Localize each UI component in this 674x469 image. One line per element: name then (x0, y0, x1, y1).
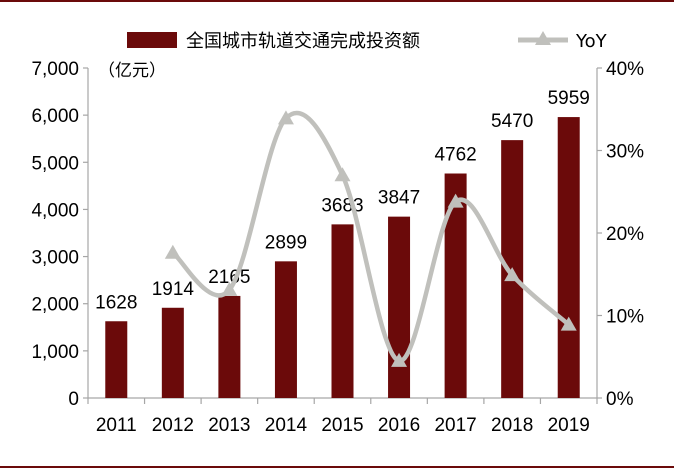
bar-data-label: 1914 (152, 279, 195, 300)
left-tick-label: 2,000 (31, 295, 79, 316)
yoy-line (164, 110, 577, 367)
yoy-marker (447, 193, 464, 208)
yoy-line-path (170, 110, 571, 364)
x-tick-label: 2015 (321, 415, 363, 436)
bar-data-label: 3847 (378, 188, 420, 209)
legend-bar-label: 全国城市轨道交通完成投资额 (186, 31, 420, 52)
x-tick-label: 2014 (265, 415, 308, 436)
right-tick-label: 40% (606, 59, 644, 80)
yoy-marker (221, 281, 238, 296)
x-tick-label: 2016 (378, 415, 420, 436)
x-tick-label: 2013 (208, 415, 250, 436)
legend-line-marker (535, 31, 551, 45)
yoy-marker (277, 110, 294, 125)
legend-line-label: YoY (575, 31, 608, 52)
left-axis-unit: （亿元） (98, 61, 166, 81)
legend: 全国城市轨道交通完成投资额 YoY (127, 31, 608, 52)
right-tick-label: 10% (606, 307, 644, 328)
x-tick-label: 2011 (96, 415, 137, 436)
bar (161, 307, 184, 398)
top-border (0, 0, 674, 2)
bar-data-label: 5470 (491, 111, 533, 132)
bar-data-label: 2899 (265, 232, 307, 253)
bottom-border (0, 466, 674, 468)
left-tick-label: 4,000 (31, 200, 79, 221)
yoy-marker (560, 316, 577, 331)
left-tick-label: 6,000 (31, 106, 79, 127)
left-tick-label: 7,000 (31, 59, 79, 80)
bar-data-label: 4762 (434, 145, 476, 166)
right-tick-label: 30% (606, 142, 644, 163)
yoy-marker (391, 352, 408, 367)
right-axis: 0% 10% 20% 30% 40% (596, 59, 644, 410)
yoy-marker (334, 167, 351, 182)
bar-data-label: 3683 (321, 195, 363, 216)
bar (105, 321, 128, 398)
bar (444, 173, 467, 398)
x-axis: 2011 2012 2013 2014 2015 2016 2017 2018 2019 (87, 397, 598, 436)
right-tick-label: 0% (606, 389, 634, 410)
bar (557, 117, 580, 398)
bar (388, 216, 411, 398)
left-axis: 0 1,000 2,000 3,000 4,000 5,000 6,000 7,000 (31, 59, 89, 410)
legend-bar-swatch (127, 32, 177, 48)
x-tick-label: 2012 (152, 415, 194, 436)
x-tick-label: 2018 (491, 415, 533, 436)
yoy-marker (164, 244, 181, 259)
left-tick-label: 3,000 (31, 248, 79, 269)
bar-data-label: 1628 (95, 292, 137, 313)
bar (331, 224, 354, 398)
left-tick-label: 5,000 (31, 153, 79, 174)
right-tick-label: 20% (606, 224, 644, 245)
bar (218, 295, 241, 398)
x-tick-label: 2017 (434, 415, 476, 436)
bar-data-label: 5959 (548, 88, 590, 109)
left-tick-label: 0 (68, 389, 79, 410)
x-tick-label: 2019 (548, 415, 590, 436)
yoy-marker (504, 267, 521, 282)
left-tick-label: 1,000 (31, 342, 79, 363)
bar (274, 261, 297, 398)
